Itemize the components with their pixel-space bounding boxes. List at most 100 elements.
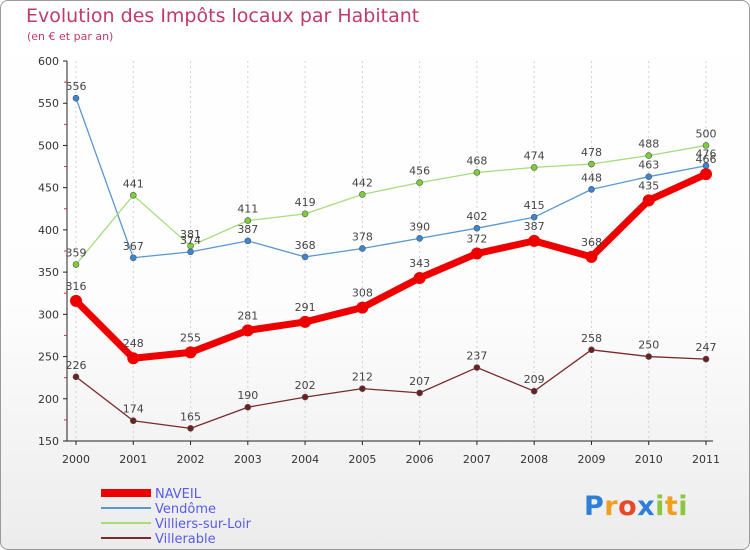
data-point [301, 253, 309, 261]
data-point [470, 247, 483, 260]
y-tick-label: 300 [38, 308, 59, 321]
data-label: 368 [581, 236, 602, 249]
data-label: 237 [466, 350, 487, 363]
data-label: 556 [66, 80, 87, 93]
data-label: 474 [524, 149, 545, 162]
data-label: 343 [409, 257, 430, 270]
data-label: 247 [696, 341, 717, 354]
data-point [528, 234, 541, 247]
data-point [127, 352, 140, 365]
data-label: 248 [123, 337, 144, 350]
data-label: 308 [352, 287, 373, 300]
data-point [473, 364, 481, 371]
data-point [645, 353, 653, 360]
data-point [645, 173, 653, 180]
data-label: 165 [180, 410, 201, 423]
x-tick-label: 2011 [692, 453, 720, 466]
data-point [187, 248, 194, 256]
data-point [473, 224, 481, 232]
data-label: 411 [237, 203, 258, 216]
data-point [187, 425, 194, 432]
series-line-naveil [72, 170, 710, 362]
data-label: 387 [524, 220, 545, 233]
x-tick-label: 2006 [406, 453, 434, 466]
data-label: 476 [696, 148, 717, 161]
data-label: 367 [123, 240, 144, 253]
series-line-villerable [75, 349, 707, 429]
data-label: 255 [180, 331, 201, 344]
data-label: 463 [638, 159, 659, 172]
data-label: 316 [66, 280, 87, 293]
y-tick-label: 200 [38, 393, 59, 406]
legend-label: Villiers-sur-Loir [155, 517, 252, 532]
data-point [241, 324, 254, 337]
x-tick-label: 2007 [463, 453, 491, 466]
y-tick-label: 150 [38, 435, 59, 448]
logo-letter: i [655, 491, 665, 522]
data-point [129, 191, 137, 199]
data-label: 466 [696, 153, 717, 166]
data-label: 174 [123, 403, 144, 416]
data-point [702, 355, 710, 363]
data-label: 468 [466, 154, 487, 167]
data-label: 387 [237, 223, 258, 236]
data-label: 441 [123, 177, 144, 190]
data-label: 390 [409, 220, 430, 233]
legend-label: Vendôme [155, 502, 216, 517]
y-tick-label: 450 [38, 182, 59, 195]
data-label: 478 [581, 146, 602, 159]
data-label: 281 [237, 309, 258, 322]
y-tick-label: 550 [38, 97, 59, 110]
y-tick-label: 250 [38, 351, 59, 364]
data-point [72, 261, 80, 268]
data-point [184, 346, 197, 359]
data-point [588, 160, 595, 168]
y-tick-label: 400 [38, 224, 59, 237]
data-point [585, 250, 598, 263]
data-point [530, 213, 538, 221]
x-tick-label: 2000 [62, 453, 90, 466]
data-label: 488 [638, 138, 659, 151]
data-label: 212 [352, 371, 373, 384]
data-point [72, 373, 80, 381]
data-point [588, 186, 595, 193]
y-tick-label: 350 [38, 266, 59, 279]
data-point [359, 385, 366, 392]
data-label: 209 [524, 373, 545, 386]
series-line-vend-me [75, 97, 707, 259]
data-point [359, 191, 366, 198]
data-label: 448 [581, 171, 602, 184]
logo-letter: x [637, 491, 656, 522]
chart-subtitle: (en € et par an) [27, 30, 114, 43]
data-label: 190 [237, 389, 258, 402]
data-point [129, 417, 137, 425]
data-point [244, 403, 252, 411]
data-point [129, 254, 137, 262]
y-tick-label: 500 [38, 139, 59, 152]
data-point [530, 164, 538, 171]
data-label: 381 [180, 228, 201, 241]
series-line-villiers-sur-loir [75, 144, 707, 266]
data-point [642, 194, 655, 207]
data-label: 250 [638, 339, 659, 352]
legend-label: Villerable [155, 532, 216, 547]
data-point [356, 301, 369, 314]
data-point [187, 242, 194, 250]
data-point [416, 179, 423, 186]
y-tick-label: 600 [38, 55, 59, 68]
data-label: 435 [638, 179, 659, 192]
legend-label: NAVEIL [155, 487, 202, 502]
data-point [416, 389, 423, 397]
x-tick-label: 2009 [577, 453, 605, 466]
logo-letter: i [678, 491, 689, 522]
logo-letter: t [664, 491, 679, 522]
x-tick-label: 2003 [234, 453, 262, 466]
data-point [700, 168, 712, 181]
data-label: 378 [352, 230, 373, 243]
data-label: 291 [295, 301, 316, 314]
chart-title: Evolution des Impôts locaux par Habitant [26, 5, 420, 27]
data-point [299, 315, 312, 328]
data-label: 374 [180, 234, 201, 247]
data-point [473, 169, 481, 176]
